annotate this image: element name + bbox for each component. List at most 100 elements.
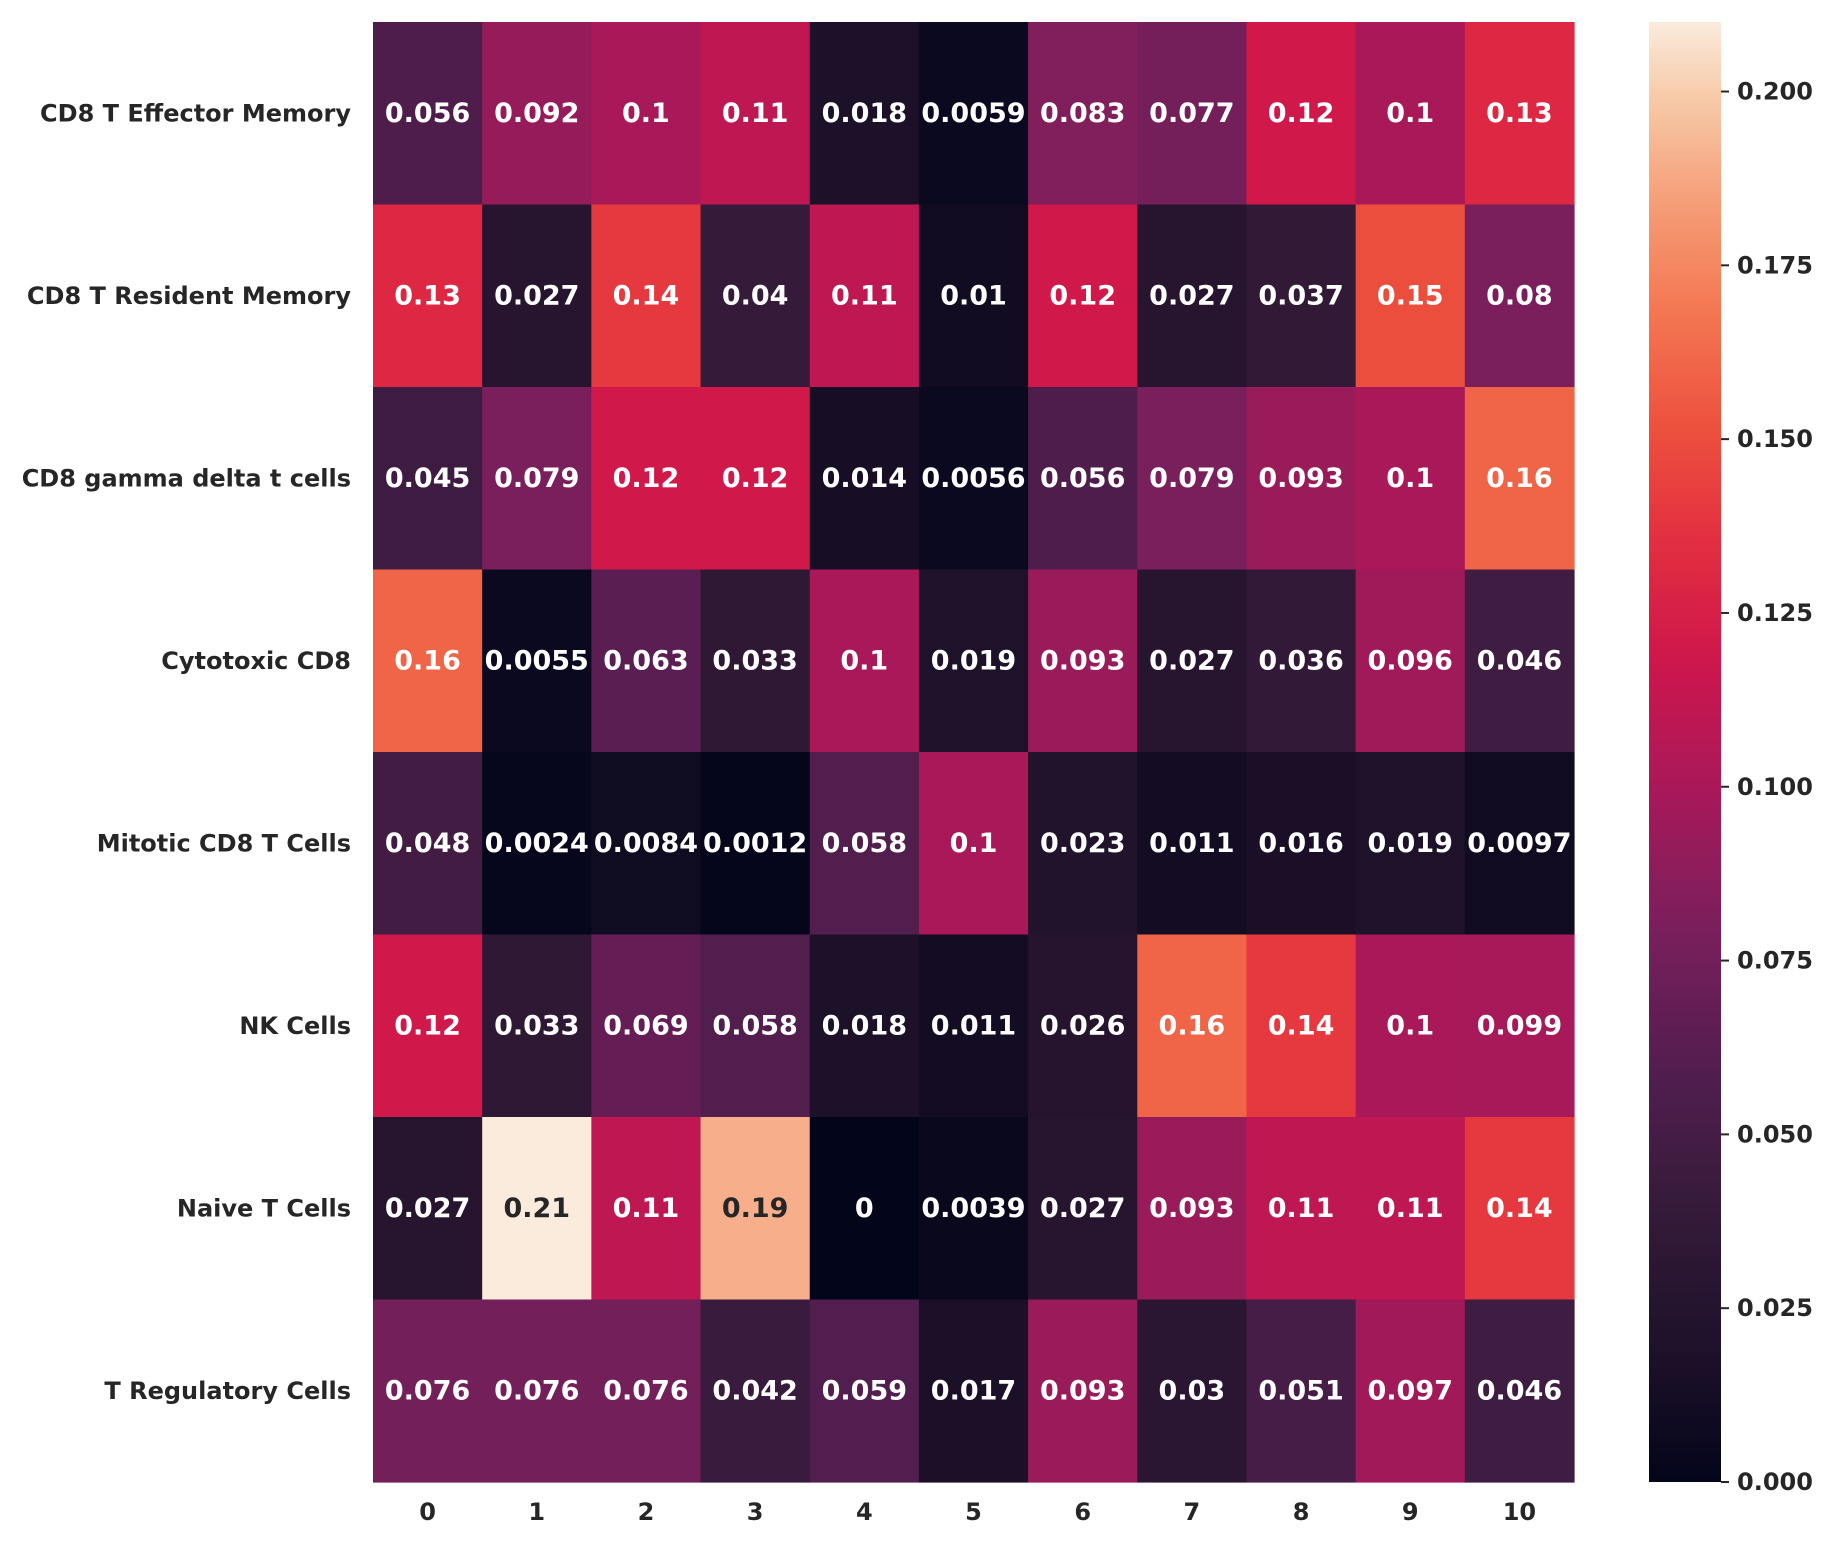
cell-value-r4-c5: 0.1 [950,828,998,859]
heatmap-cell-r7-c6 [1028,1299,1138,1483]
heatmap-cell-r1-c3 [700,204,811,388]
heatmap-cell-r7-c1 [482,1299,592,1483]
heatmap-cell-r7-c0 [373,1299,483,1483]
heatmap-cell-r5-c1 [482,934,592,1118]
cell-value-r3-c9: 0.096 [1368,645,1453,676]
heatmap-cell-r6-c10 [1464,1117,1575,1301]
cell-value-r0-c10: 0.13 [1486,98,1553,129]
heatmap-cell-r7-c2 [591,1299,702,1483]
cell-value-r5-c9: 0.1 [1386,1010,1434,1041]
cell-value-r5-c1: 0.033 [494,1010,579,1041]
heatmap-cell-r3-c3 [700,569,811,753]
cell-value-r3-c4: 0.1 [840,645,888,676]
heatmap-cell-r3-c4 [809,569,920,753]
cell-value-r7-c1: 0.076 [494,1375,579,1406]
heatmap-cell-r0-c2 [591,22,702,206]
colorbar-tick-label: 0.125 [1737,599,1813,627]
colorbar-ticks: 0.000 0.025 0.050 0.075 0.100 0.125 0.150 0.175… [1721,78,1813,1496]
cell-value-r6-c9: 0.11 [1377,1193,1444,1224]
colorbar-tick-label: 0.175 [1737,251,1813,279]
heatmap-cell-r5-c0 [373,934,483,1118]
cell-value-r5-c3: 0.058 [712,1010,797,1041]
heatmap-cell-r3-c8 [1246,569,1357,753]
heatmap-cell-r0-c1 [482,22,592,206]
heatmap-cell-r2-c3 [700,387,811,571]
column-label: 5 [965,1498,982,1526]
row-label: Cytotoxic CD8 [161,647,351,675]
colorbar-tick-label: 0.025 [1737,1294,1813,1322]
heatmap-cell-r6-c9 [1355,1117,1466,1301]
heatmap-cell-r5-c10 [1464,934,1575,1118]
cell-value-r2-c1: 0.079 [494,463,579,494]
cell-value-r3-c2: 0.063 [603,645,688,676]
heatmap-cell-r7-c7 [1137,1299,1248,1483]
heatmap-cell-r4-c2 [591,752,702,936]
cell-value-r0-c4: 0.018 [822,98,907,129]
cell-value-r3-c7: 0.027 [1149,645,1234,676]
cell-value-r4-c3: 0.0012 [703,828,807,859]
heatmap-cell-r5-c5 [918,934,1029,1118]
heatmap-cell-r7-c8 [1246,1299,1357,1483]
heatmap-cell-r4-c1 [482,752,592,936]
cell-value-r6-c0: 0.027 [385,1193,470,1224]
cell-value-r7-c10: 0.046 [1477,1375,1562,1406]
heatmap-cell-r3-c7 [1137,569,1248,753]
heatmap-cell-r5-c2 [591,934,702,1118]
heatmap-cell-r3-c2 [591,569,702,753]
heatmap-cell-r0-c8 [1246,22,1357,206]
cell-value-r7-c5: 0.017 [931,1375,1016,1406]
cell-value-r2-c0: 0.045 [385,463,470,494]
cell-value-r4-c10: 0.0097 [1467,828,1571,859]
cell-value-r1-c8: 0.037 [1258,280,1343,311]
cell-value-r3-c3: 0.033 [712,645,797,676]
column-label: 0 [419,1498,436,1526]
cell-value-r1-c9: 0.15 [1377,280,1444,311]
cell-value-r1-c2: 0.14 [613,280,680,311]
row-label: NK Cells [239,1012,351,1040]
cell-value-r1-c4: 0.11 [831,280,898,311]
column-labels: 0 1 2 3 4 5 6 7 8 9 10 [419,1498,1536,1526]
cell-value-r5-c2: 0.069 [603,1010,688,1041]
cell-value-r1-c6: 0.12 [1049,280,1116,311]
cell-value-r5-c5: 0.011 [931,1010,1016,1041]
cell-value-r0-c6: 0.083 [1040,98,1125,129]
cell-value-r3-c5: 0.019 [931,645,1016,676]
cell-value-r6-c5: 0.0039 [921,1193,1025,1224]
cell-value-r0-c3: 0.11 [722,98,789,129]
heatmap-cell-r3-c5 [918,569,1029,753]
heatmap-cell-r0-c6 [1028,22,1138,206]
heatmap-cell-r2-c1 [482,387,592,571]
cell-value-r1-c10: 0.08 [1486,280,1553,311]
heatmap-cell-r6-c6 [1028,1117,1138,1301]
colorbar [1649,22,1721,1482]
cell-value-r5-c10: 0.099 [1477,1010,1562,1041]
cell-value-r7-c4: 0.059 [822,1375,907,1406]
cell-value-r2-c6: 0.056 [1040,463,1125,494]
cell-value-r5-c0: 0.12 [394,1010,461,1041]
cell-value-r2-c4: 0.014 [822,463,907,494]
cell-value-r5-c4: 0.018 [822,1010,907,1041]
cell-value-r7-c6: 0.093 [1040,1375,1125,1406]
cell-value-r7-c9: 0.097 [1368,1375,1453,1406]
cell-value-r4-c0: 0.048 [385,828,470,859]
column-label: 10 [1503,1498,1536,1526]
cell-value-r4-c1: 0.0024 [485,828,589,859]
heatmap-cell-r0-c5 [918,22,1029,206]
heatmap-cell-r4-c8 [1246,752,1357,936]
heatmap-cell-r5-c9 [1355,934,1466,1118]
column-label: 2 [638,1498,655,1526]
heatmap-cell-r6-c8 [1246,1117,1357,1301]
heatmap-cell-r1-c8 [1246,204,1357,388]
heatmap-cell-r3-c10 [1464,569,1575,753]
cell-value-r7-c8: 0.051 [1258,1375,1343,1406]
heatmap-cell-r3-c1 [482,569,592,753]
cell-value-r3-c6: 0.093 [1040,645,1125,676]
colorbar-tick-label: 0.200 [1737,78,1813,106]
heatmap-cell-r4-c6 [1028,752,1138,936]
heatmap-cell-r5-c3 [700,934,811,1118]
heatmap-cell-r2-c4 [809,387,920,571]
cell-value-r5-c7: 0.16 [1159,1010,1226,1041]
row-label: Mitotic CD8 T Cells [97,829,351,857]
cell-value-r3-c10: 0.046 [1477,645,1562,676]
